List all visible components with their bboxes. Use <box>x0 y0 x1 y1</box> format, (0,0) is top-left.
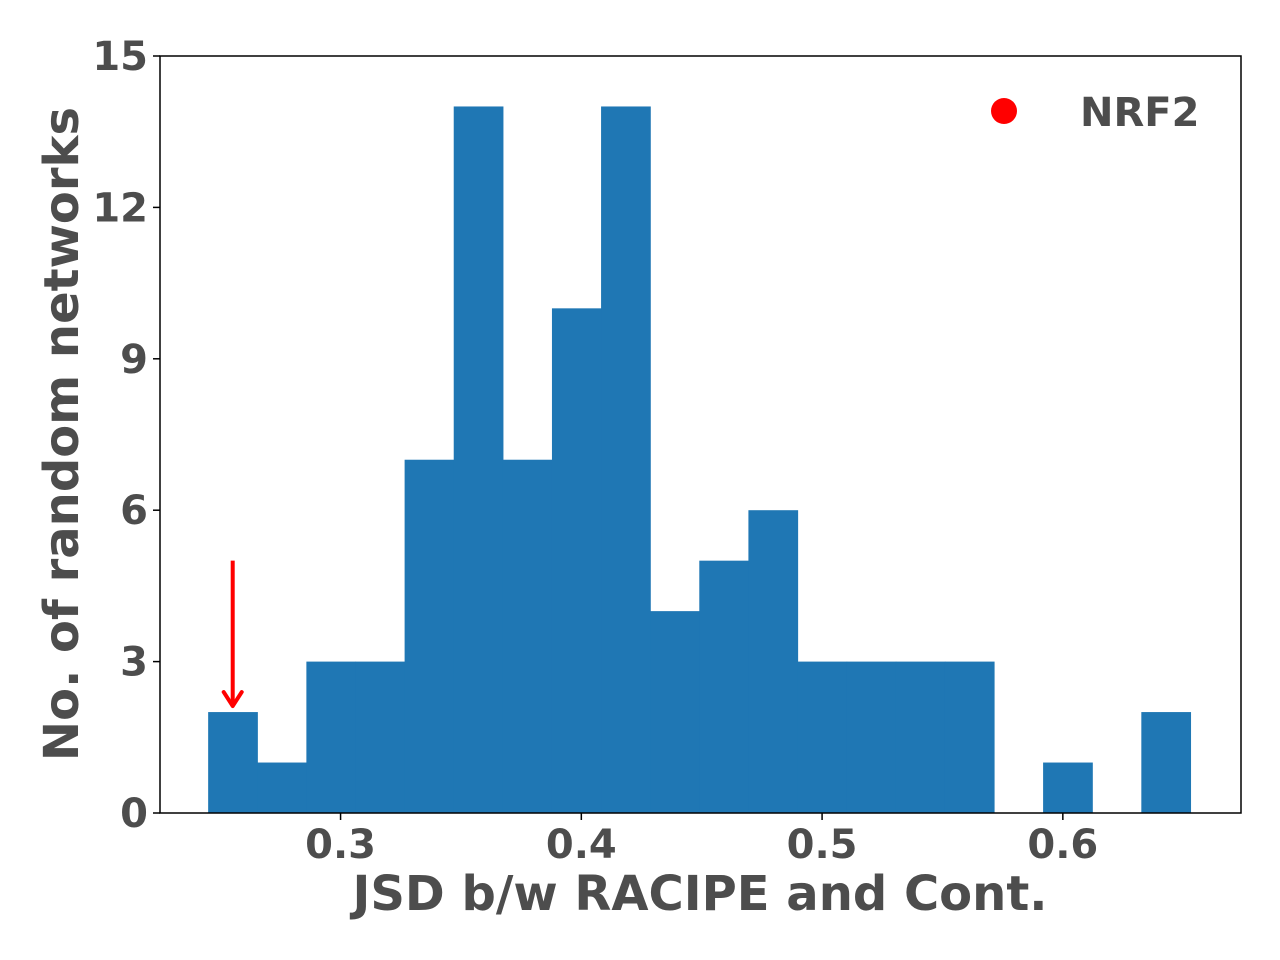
y-axis-ticks: 0 3 6 9 12 15 <box>92 34 160 837</box>
y-tick-label: 3 <box>120 640 148 686</box>
histogram-bar <box>306 661 357 813</box>
histogram-bar <box>846 661 897 813</box>
histogram-bar <box>1043 762 1093 813</box>
histogram-bar <box>208 712 258 813</box>
histogram-bar <box>502 459 553 813</box>
histogram-bar <box>797 661 848 813</box>
arrow-annotation <box>221 560 244 709</box>
histogram-bar <box>257 762 307 813</box>
y-axis-label: No. of random networks <box>34 107 90 761</box>
histogram-bar <box>895 661 946 813</box>
x-tick-label: 0.6 <box>1027 822 1098 868</box>
x-axis-ticks: 0.3 0.4 0.5 0.6 <box>305 813 1098 868</box>
x-tick-label: 0.4 <box>546 822 617 868</box>
histogram-bar <box>748 510 799 813</box>
y-tick-label: 9 <box>120 337 148 383</box>
histogram-bar <box>1141 712 1192 813</box>
histogram-bar <box>551 308 602 813</box>
histogram-bar <box>650 611 700 813</box>
histogram-bar <box>944 661 995 813</box>
arrow-head <box>221 690 244 709</box>
histogram-bar <box>453 106 504 813</box>
histogram-bar <box>355 661 406 813</box>
bars-group <box>208 106 1192 813</box>
legend: NRF2 <box>991 90 1199 136</box>
x-tick-label: 0.5 <box>787 822 858 868</box>
y-tick-label: 6 <box>120 488 148 534</box>
legend-marker <box>991 98 1017 124</box>
histogram-bar <box>601 106 651 813</box>
histogram-bar <box>699 560 750 813</box>
y-tick-label: 15 <box>92 34 148 80</box>
histogram-bar <box>404 459 455 813</box>
x-axis-label: JSD b/w RACIPE and Cont. <box>350 866 1048 922</box>
y-tick-label: 12 <box>92 185 148 231</box>
plot-frame <box>159 55 1242 814</box>
legend-label: NRF2 <box>1080 90 1199 136</box>
x-tick-label: 0.3 <box>305 822 376 868</box>
y-tick-label: 0 <box>120 791 148 837</box>
